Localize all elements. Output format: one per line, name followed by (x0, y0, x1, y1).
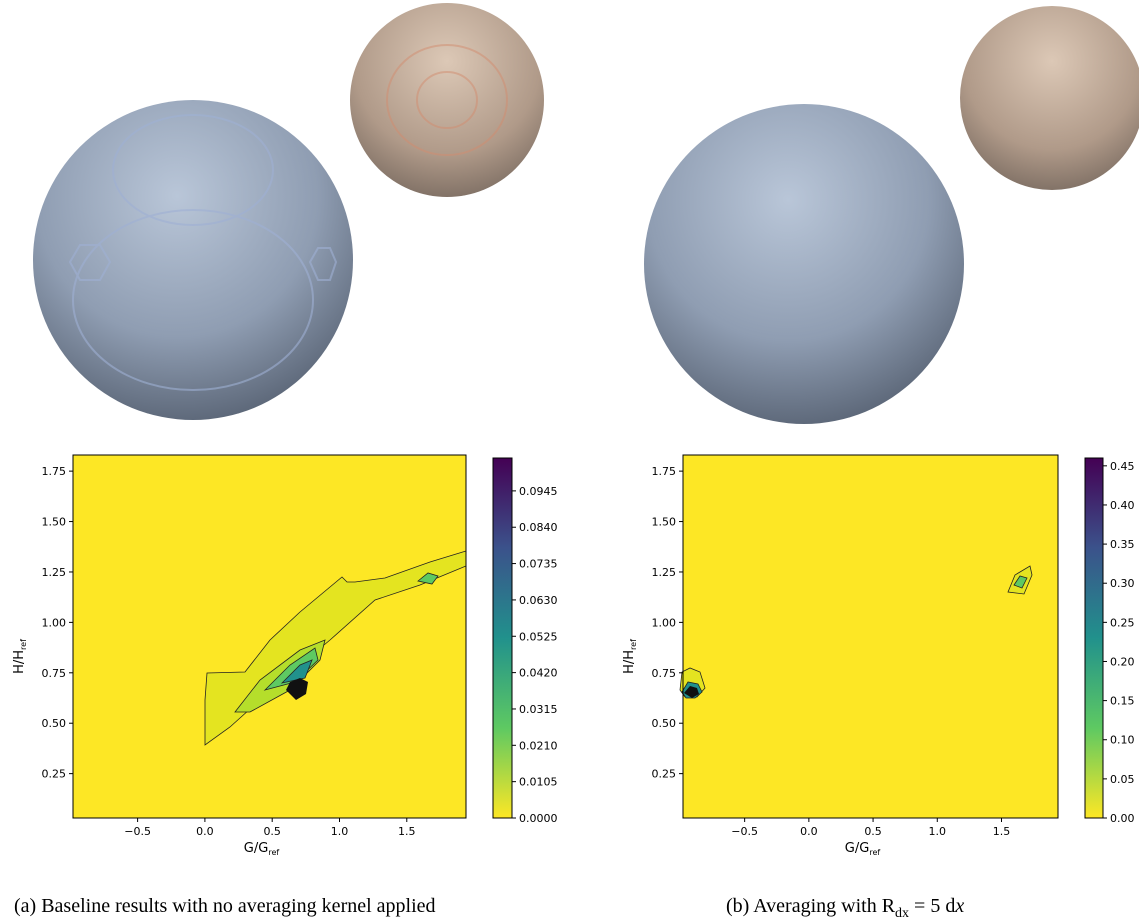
colorbar-tick-label: 0.20 (1110, 655, 1135, 668)
x-tick-label: 0.0 (196, 825, 214, 838)
colorbar-tick-label: 0.05 (1110, 773, 1135, 786)
y-tick-label: 1.50 (652, 516, 677, 529)
colorbar-tick-label: 0.40 (1110, 499, 1135, 512)
colorbar-tick-label: 0.15 (1110, 695, 1135, 708)
sphere (644, 104, 964, 424)
x-axis-label: G/Gref (845, 841, 881, 857)
x-tick-label: 1.5 (993, 825, 1011, 838)
y-tick-label: 1.25 (42, 566, 67, 579)
colorbar-tick-label: 0.30 (1110, 577, 1135, 590)
colorbar-tick-label: 0.0000 (519, 812, 558, 825)
colorbar-tick-label: 0.0105 (519, 776, 558, 789)
y-tick-label: 0.50 (42, 717, 67, 730)
caption: (a) Baseline results with no averaging k… (14, 895, 436, 917)
y-tick-label: 0.25 (42, 768, 67, 781)
x-tick-label: 1.5 (398, 825, 416, 838)
label-sub: ref (268, 848, 279, 857)
caption-text: (b) Averaging with R (726, 895, 896, 917)
colorbar (492, 457, 513, 819)
x-axis-label: G/Gref (244, 841, 280, 857)
sphere (33, 100, 353, 420)
plot-frame (682, 454, 1059, 819)
x-tick-label: 0.5 (864, 825, 882, 838)
x-tick-label: 0.0 (800, 825, 818, 838)
x-tick-label: −0.5 (731, 825, 758, 838)
colorbar-tick-label: 0.0840 (519, 521, 558, 534)
caption-text: x (954, 895, 964, 917)
y-tick-label: 1.75 (652, 465, 677, 478)
sphere (350, 3, 544, 197)
colorbar-tick-label: 0.25 (1110, 616, 1135, 629)
label-text: G/G (845, 841, 870, 856)
colorbar-tick-label: 0.0210 (519, 739, 558, 752)
caption: (b) Averaging with Rdx = 5 dx (726, 895, 964, 921)
y-tick-label: 0.50 (652, 717, 677, 730)
y-tick-label: 1.50 (42, 516, 67, 529)
y-tick-label: 1.00 (652, 616, 677, 629)
y-axis-label: H/Href (622, 639, 638, 674)
x-tick-label: 1.0 (331, 825, 349, 838)
x-tick-label: 1.0 (929, 825, 947, 838)
label-sub: ref (629, 639, 638, 650)
colorbar-tick-label: 0.0630 (519, 594, 558, 607)
y-tick-label: 1.00 (42, 616, 67, 629)
x-tick-label: −0.5 (124, 825, 151, 838)
plot-frame (72, 454, 467, 819)
y-tick-label: 0.75 (42, 667, 67, 680)
y-tick-label: 1.75 (42, 465, 67, 478)
y-axis-label: H/Href (12, 639, 28, 674)
colorbar (1084, 457, 1104, 819)
label-text: H/H (622, 650, 637, 674)
y-tick-label: 0.25 (652, 768, 677, 781)
contour-a (73, 455, 467, 818)
colorbar-tick-label: 0.35 (1110, 538, 1135, 551)
colorbar-tick-label: 0.0420 (519, 667, 558, 680)
sphere (960, 6, 1139, 190)
y-tick-label: 0.75 (652, 667, 677, 680)
colorbar-tick-label: 0.0945 (519, 485, 558, 498)
colorbar-tick-label: 0.0525 (519, 630, 558, 643)
colorbar-tick-label: 0.0315 (519, 703, 558, 716)
label-sub: ref (869, 848, 880, 857)
x-tick-label: 0.5 (263, 825, 281, 838)
colorbar-tick-label: 0.10 (1110, 734, 1135, 747)
y-tick-label: 1.25 (652, 566, 677, 579)
label-text: H/H (12, 650, 27, 674)
render (33, 3, 1139, 424)
label-sub: ref (19, 639, 28, 650)
caption-sub: dx (895, 906, 909, 921)
label-text: G/G (244, 841, 269, 856)
contour-b (679, 455, 1058, 818)
colorbar-tick-label: 0.00 (1110, 812, 1135, 825)
colorbar-tick-label: 0.0735 (519, 558, 558, 571)
colorbar-tick-label: 0.45 (1110, 460, 1135, 473)
caption-text: = 5 d (909, 895, 955, 917)
